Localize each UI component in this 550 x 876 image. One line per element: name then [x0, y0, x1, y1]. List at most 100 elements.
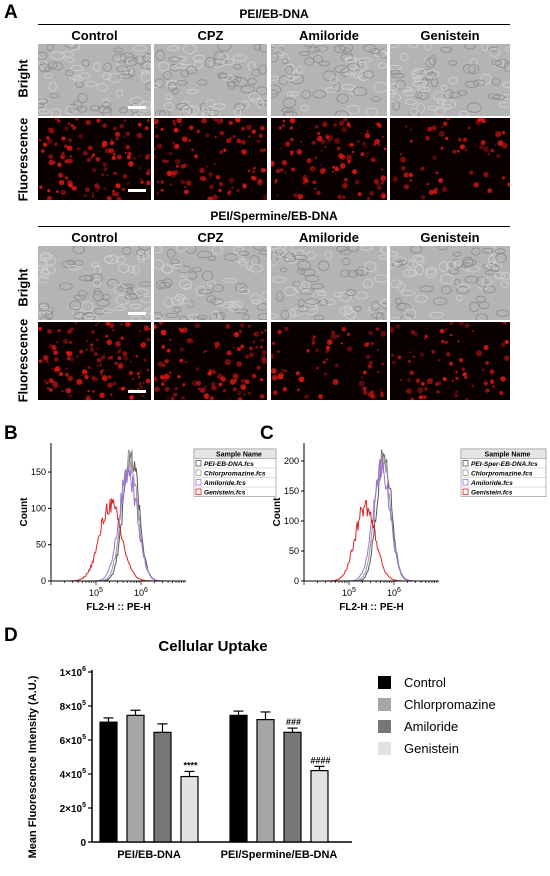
cell-outline: [304, 304, 319, 315]
fluorescent-cell: [314, 156, 317, 159]
fluorescent-cell: [314, 348, 320, 353]
micrograph-bright-cpz: [154, 44, 267, 116]
cell-outline: [500, 281, 510, 288]
fluorescent-cell: [132, 157, 136, 161]
fluorescent-cell: [324, 135, 328, 138]
y-tick-label: 0: [294, 576, 299, 586]
fluorescent-cell: [125, 131, 130, 136]
fluorescent-cell: [500, 376, 506, 382]
fluorescent-cell: [128, 370, 134, 376]
fluorescent-cell: [161, 363, 166, 368]
fluorescent-cell: [431, 349, 436, 354]
cell-outline: [434, 107, 445, 116]
fluorescent-cell: [342, 195, 345, 198]
cell-outline: [39, 252, 52, 262]
histogram-series-line: [51, 498, 186, 582]
fluorescent-cell: [469, 170, 474, 175]
fluorescent-cell: [102, 162, 107, 167]
fluorescent-cell: [455, 376, 459, 381]
cell-outline: [493, 272, 506, 280]
fluorescent-cell: [418, 395, 423, 400]
fluorescent-cell: [170, 396, 175, 400]
cell-outline: [371, 312, 383, 319]
fluorescent-cell: [209, 184, 214, 190]
fluorescent-cell: [74, 322, 77, 324]
x-tick-label: 106: [387, 587, 401, 598]
cell-outline: [412, 80, 427, 87]
fluorescent-cell: [346, 346, 353, 352]
cell-outline: [84, 314, 99, 320]
fluorescent-cell: [284, 141, 291, 147]
cell-outline: [357, 70, 371, 81]
histogram-series-line: [51, 451, 186, 582]
bar: [180, 775, 199, 843]
fluorescent-cell: [242, 184, 247, 189]
cell-outline: [91, 262, 100, 268]
fluorescent-cell: [121, 187, 126, 191]
fluorescent-cell: [247, 169, 251, 173]
cell-outline: [140, 296, 151, 303]
cell-outline: [271, 53, 279, 63]
fluorescent-cell: [207, 196, 213, 200]
fluorescent-cell: [391, 353, 394, 357]
fluorescent-cell: [276, 350, 280, 354]
fluorescent-cell: [231, 186, 234, 189]
fluorescent-cell: [325, 358, 328, 361]
fluorescent-cell: [474, 145, 477, 147]
fluorescent-cell: [52, 161, 56, 164]
fluorescent-cell: [476, 350, 483, 357]
fluorescent-cell: [123, 119, 126, 122]
fluorescent-cell: [378, 144, 380, 147]
cell-outline: [397, 281, 406, 292]
fluorescent-cell: [380, 331, 387, 337]
fluorescent-cell: [114, 191, 120, 197]
bar: [229, 714, 248, 843]
cell-outline: [428, 55, 437, 66]
fluorescent-cell: [160, 180, 165, 184]
fluorescent-cell: [155, 126, 158, 129]
cell-outline: [317, 291, 327, 297]
fluorescent-cell: [182, 385, 185, 388]
fluorescent-cell: [79, 349, 84, 354]
fluorescent-cell: [107, 382, 113, 388]
fluorescent-cell: [116, 154, 122, 160]
fluorescent-cell: [180, 123, 182, 126]
fluorescent-cell: [300, 140, 302, 143]
fluorescent-cell: [420, 195, 426, 200]
fluorescent-cell: [101, 140, 108, 147]
fluorescent-cell: [128, 161, 134, 167]
y-tick-label: 8×105: [60, 700, 87, 713]
cell-outline: [223, 253, 238, 262]
cell-outline: [256, 86, 267, 96]
cell-outline: [168, 56, 182, 62]
legend-entry: Genistein.fcs: [204, 489, 246, 496]
fluorescent-cell: [272, 390, 278, 396]
cell-outline: [438, 246, 448, 251]
fluorescent-cell: [316, 135, 323, 142]
col-label-control: Control: [71, 230, 118, 245]
cell-outline: [281, 58, 289, 65]
cell-outline: [390, 261, 398, 268]
cell-outline: [365, 107, 378, 116]
brightfield-texture: [38, 246, 151, 320]
fluorescent-cell: [459, 144, 465, 150]
cell-outline: [371, 96, 382, 102]
cell-outline: [113, 284, 126, 295]
fluorescent-cell: [56, 190, 59, 193]
fluorescent-cell: [226, 138, 231, 144]
cell-outline: [85, 81, 98, 87]
cell-outline: [104, 254, 119, 264]
fluorescent-cell: [57, 329, 61, 332]
cell-outline: [466, 102, 482, 113]
fluorescent-cell: [370, 157, 376, 163]
fluorescent-cell: [66, 145, 73, 151]
cell-outline: [101, 98, 110, 105]
cell-outline: [40, 253, 53, 259]
cell-outline: [271, 44, 284, 48]
fluorescent-cell: [342, 182, 348, 189]
fluorescent-cell: [457, 137, 462, 142]
fluorescent-cell: [324, 372, 327, 376]
fluorescent-cell: [296, 149, 303, 155]
panel-letter-b: B: [4, 423, 18, 444]
cell-outline: [248, 92, 261, 102]
